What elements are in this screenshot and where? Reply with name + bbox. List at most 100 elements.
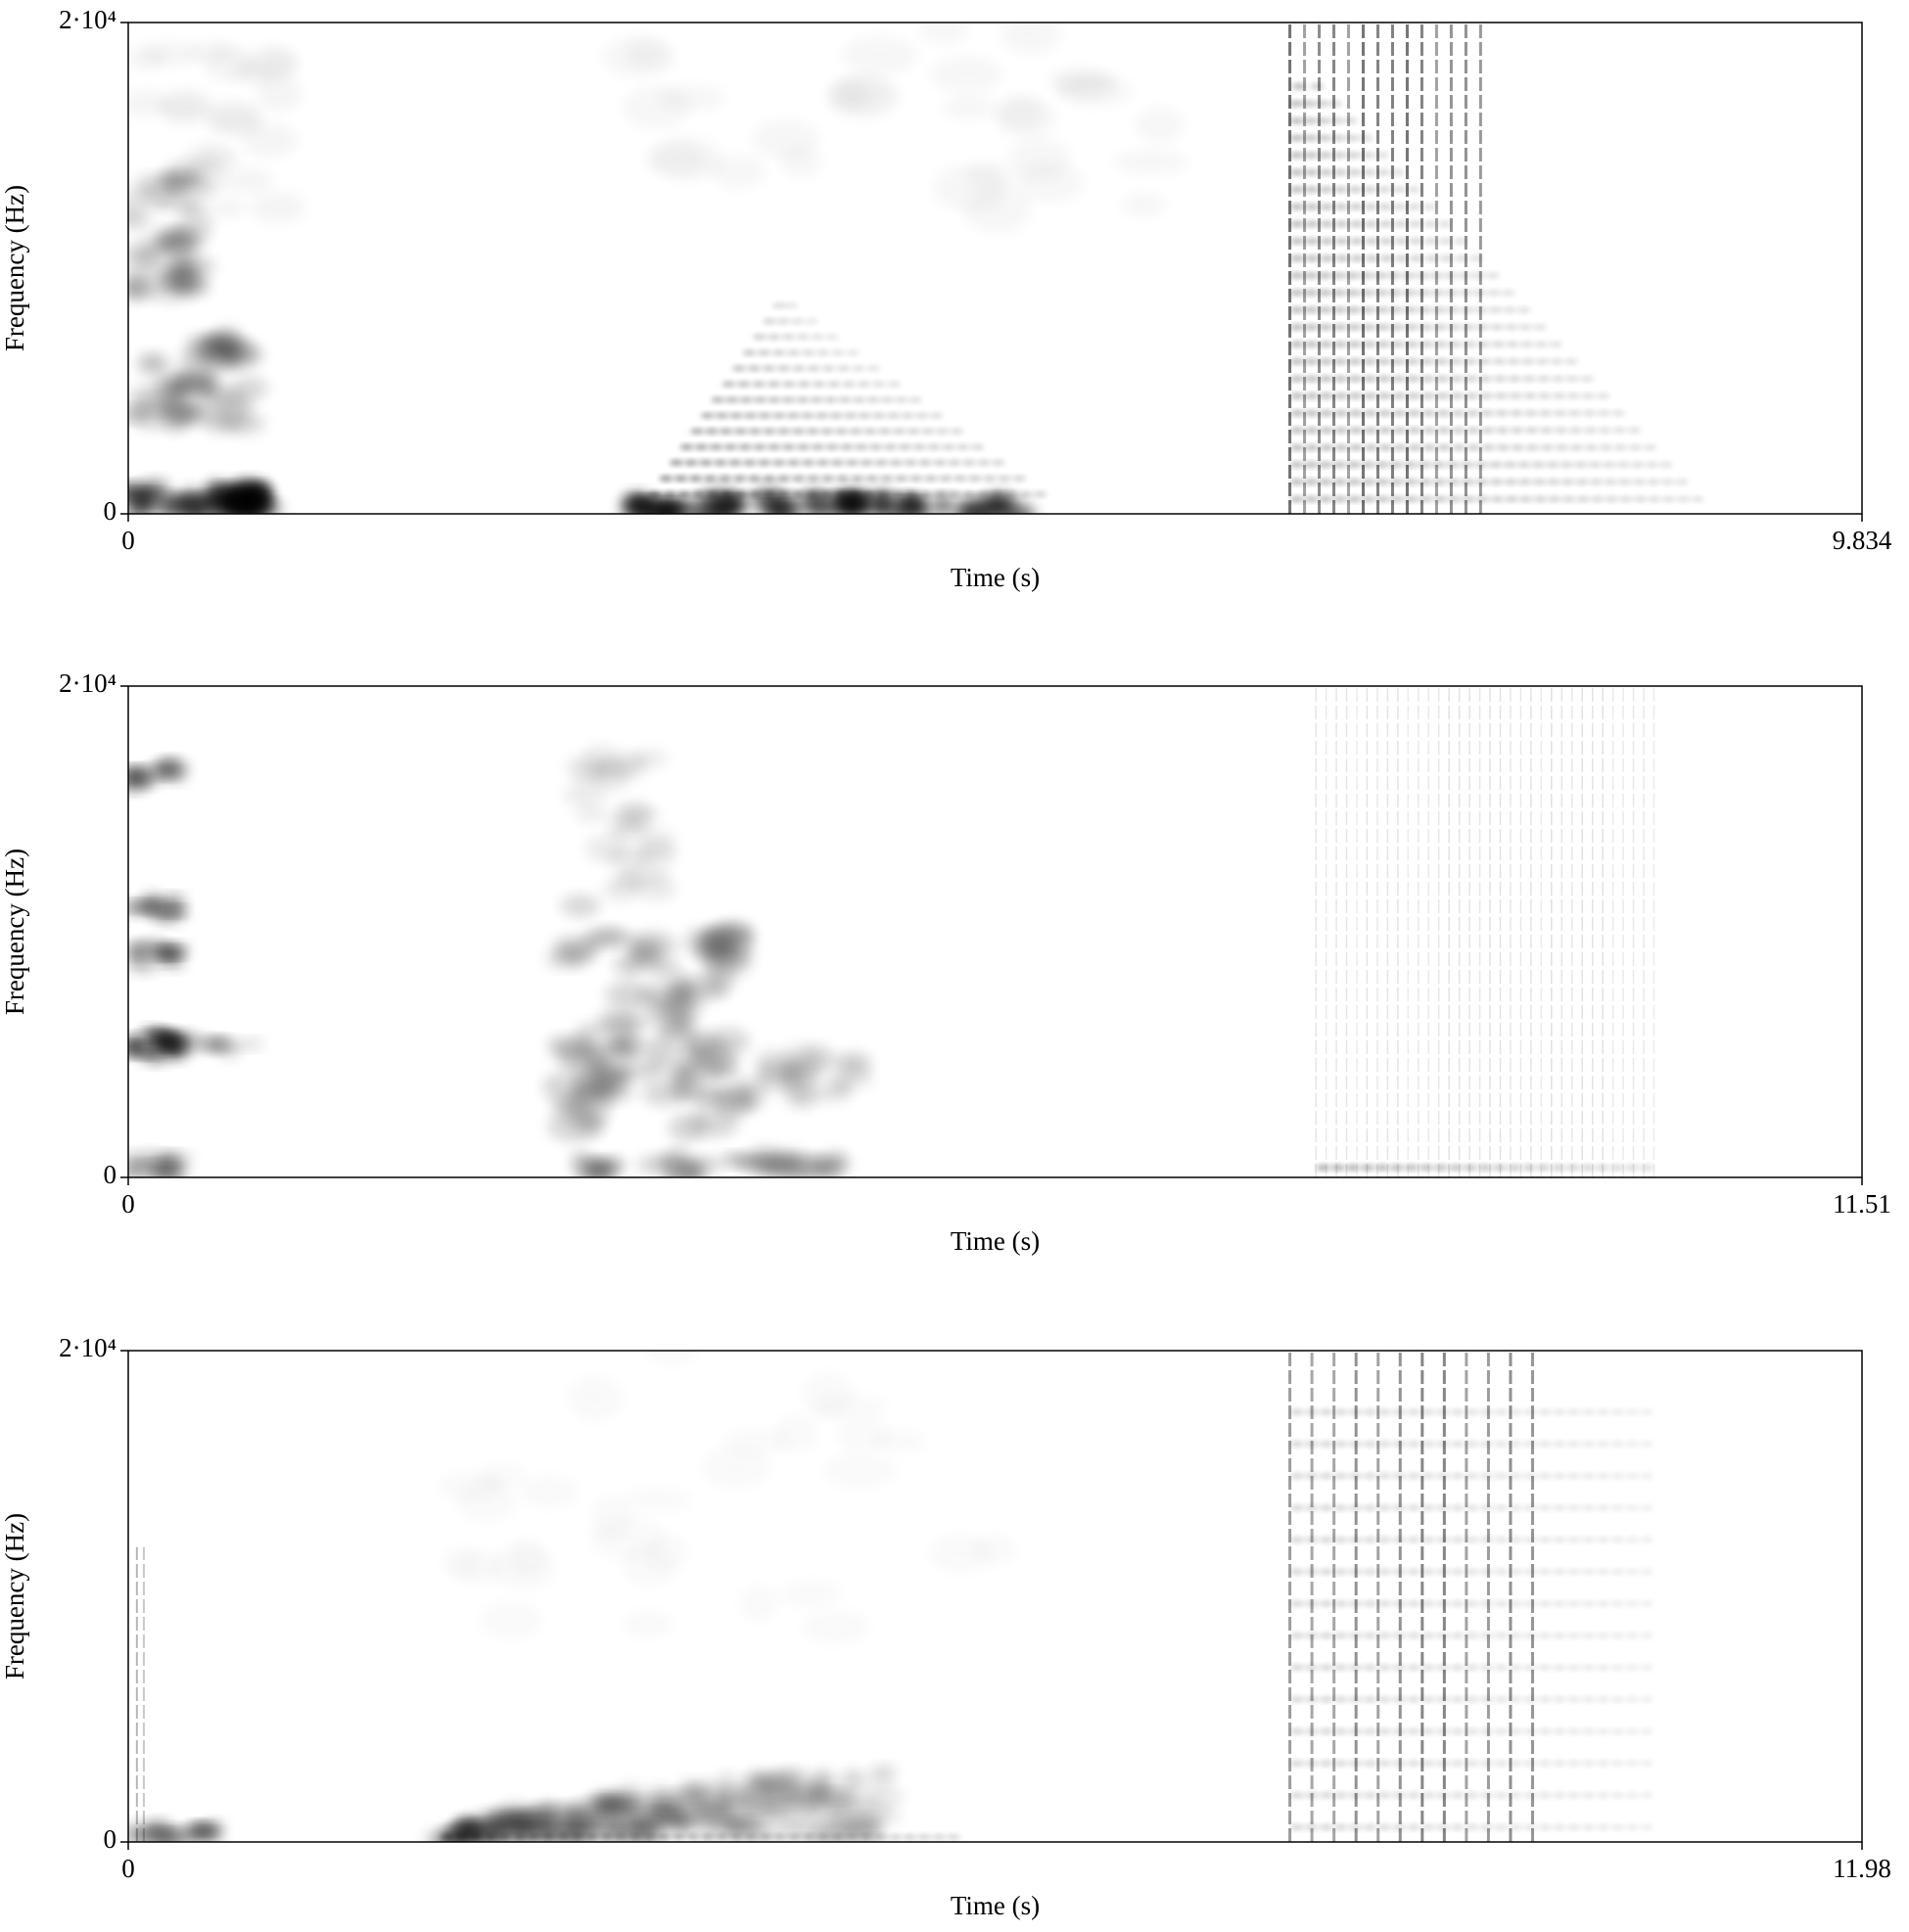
spectral-energy bbox=[1596, 1633, 1610, 1639]
spectral-energy bbox=[1523, 1760, 1538, 1767]
spectral-energy bbox=[1596, 1792, 1610, 1799]
spectral-energy bbox=[1465, 1823, 1479, 1830]
y-tick-label: 2·10⁴ bbox=[59, 5, 116, 34]
spectral-energy bbox=[1333, 1537, 1348, 1543]
spectral-energy bbox=[1346, 461, 1361, 468]
spectral-energy bbox=[1348, 392, 1363, 399]
spectral-energy bbox=[1319, 392, 1333, 399]
spectral-energy bbox=[657, 1833, 672, 1840]
spectral-energy bbox=[1618, 495, 1633, 502]
spectral-energy bbox=[706, 503, 733, 514]
y-axis-label: Frequency (Hz) bbox=[0, 849, 29, 1015]
spectral-energy bbox=[1289, 100, 1304, 107]
spectral-energy bbox=[1465, 1792, 1479, 1799]
spectral-energy bbox=[810, 334, 824, 341]
spectral-energy bbox=[1536, 375, 1551, 382]
spectral-energy bbox=[1628, 444, 1643, 451]
spectral-energy bbox=[1333, 1472, 1348, 1480]
spectral-energy bbox=[982, 475, 997, 482]
spectral-energy bbox=[1565, 375, 1580, 382]
spectral-energy bbox=[865, 365, 880, 372]
spectral-energy bbox=[801, 349, 815, 356]
spectral-energy bbox=[1435, 1408, 1450, 1415]
spectral-energy bbox=[923, 475, 938, 482]
spectral-energy bbox=[441, 1546, 483, 1579]
spectral-energy bbox=[805, 490, 819, 497]
spectral-energy bbox=[599, 1833, 614, 1840]
spectral-energy bbox=[1640, 1441, 1654, 1448]
spectral-energy bbox=[719, 428, 733, 435]
spectral-energy bbox=[762, 490, 776, 497]
spectral-energy bbox=[781, 396, 796, 403]
spectral-energy bbox=[1457, 272, 1471, 279]
y-tick-label: 2·10⁴ bbox=[59, 1333, 116, 1362]
spectral-energy bbox=[1361, 479, 1375, 485]
spectral-energy bbox=[689, 504, 713, 514]
spectral-energy bbox=[221, 341, 254, 365]
spectral-energy bbox=[900, 412, 914, 419]
spectral-energy bbox=[1523, 1568, 1538, 1575]
spectral-energy bbox=[1476, 341, 1491, 347]
spectral-energy bbox=[1377, 1537, 1392, 1543]
spectral-energy bbox=[1448, 1164, 1463, 1171]
spectral-energy bbox=[1319, 1472, 1333, 1480]
spectral-energy bbox=[1451, 410, 1466, 417]
spectral-energy bbox=[1305, 254, 1320, 261]
spectral-energy bbox=[1511, 444, 1525, 451]
spectral-energy bbox=[887, 381, 902, 388]
spectral-energy bbox=[1365, 254, 1379, 261]
spectral-energy bbox=[933, 496, 954, 514]
spectral-energy bbox=[791, 490, 806, 497]
spectral-energy bbox=[1361, 152, 1375, 159]
spectral-energy bbox=[1538, 410, 1553, 417]
spectral-energy bbox=[1610, 1760, 1625, 1767]
spectral-energy bbox=[669, 1113, 706, 1143]
spectral-energy bbox=[556, 1833, 571, 1840]
spectral-energy bbox=[932, 459, 947, 466]
spectral-energy bbox=[961, 490, 976, 497]
spectral-energy bbox=[584, 1833, 599, 1840]
spectral-energy bbox=[1392, 1664, 1407, 1671]
spectral-energy bbox=[1304, 479, 1319, 485]
spectral-energy bbox=[1421, 204, 1436, 210]
spectral-energy bbox=[724, 396, 739, 403]
spectral-energy bbox=[858, 412, 872, 419]
spectral-energy bbox=[587, 1081, 636, 1101]
spectral-energy bbox=[715, 1772, 740, 1793]
spectral-energy bbox=[1613, 444, 1628, 451]
spectral-energy bbox=[207, 480, 227, 503]
spectral-energy bbox=[1304, 1633, 1319, 1639]
spectral-energy bbox=[1488, 306, 1503, 313]
spectral-energy bbox=[1489, 324, 1504, 331]
spectral-energy bbox=[1625, 1823, 1640, 1830]
spectral-energy bbox=[1596, 1441, 1610, 1448]
spectral-energy bbox=[206, 99, 261, 133]
spectral-energy bbox=[1599, 444, 1613, 451]
spectral-energy bbox=[771, 412, 786, 419]
spectral-energy bbox=[1537, 1664, 1552, 1671]
spectral-energy bbox=[758, 412, 772, 419]
spectral-energy bbox=[771, 459, 786, 466]
spectral-energy bbox=[700, 941, 755, 963]
spectral-energy bbox=[1112, 150, 1190, 174]
spectral-energy bbox=[1597, 410, 1611, 417]
spectral-energy bbox=[1319, 1728, 1333, 1735]
spectral-energy bbox=[1377, 392, 1392, 399]
spectral-energy bbox=[1319, 495, 1333, 502]
spectral-energy bbox=[1450, 1760, 1465, 1767]
spectral-energy bbox=[1319, 1441, 1333, 1448]
spectral-energy bbox=[1432, 495, 1447, 502]
spectral-energy bbox=[1305, 427, 1320, 434]
spectral-energy bbox=[1392, 1472, 1407, 1480]
spectral-energy bbox=[869, 1807, 902, 1824]
spectral-energy bbox=[1333, 358, 1348, 365]
spectrogram-image bbox=[128, 23, 1704, 514]
x-axis-label: Time (s) bbox=[951, 1226, 1040, 1256]
spectral-energy bbox=[1523, 1504, 1538, 1511]
spectral-energy bbox=[776, 318, 791, 325]
x-tick-label: 0 bbox=[121, 526, 135, 555]
spectral-energy bbox=[128, 490, 165, 503]
spectral-energy bbox=[1289, 290, 1304, 297]
spectral-energy bbox=[1523, 1696, 1538, 1703]
spectral-energy bbox=[1333, 392, 1348, 399]
